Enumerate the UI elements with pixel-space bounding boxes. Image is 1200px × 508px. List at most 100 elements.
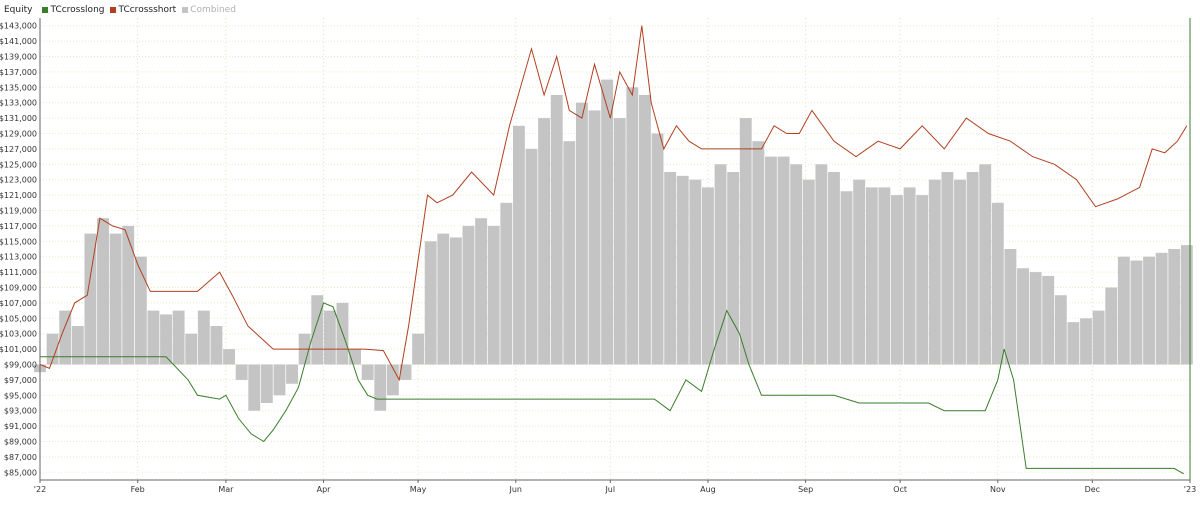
chart-axes: $85,000 $87,000 $89,000 $91,000 $93,000 $95,0…	[0, 18, 1196, 494]
y-tick-label: $103,000	[0, 330, 37, 339]
x-tick-label: Nov	[990, 485, 1006, 494]
combined-bar	[1067, 322, 1080, 365]
combined-bar	[550, 95, 563, 365]
combined-bars	[34, 79, 1193, 411]
combined-bar	[323, 310, 336, 365]
combined-bar	[865, 187, 878, 365]
legend-label-tccrosslong: TCcrosslong	[50, 5, 105, 15]
combined-bar	[954, 179, 966, 365]
combined-bar	[828, 172, 840, 365]
y-tick-label: $101,000	[0, 345, 37, 354]
combined-bar	[424, 241, 437, 365]
y-tick-label: $105,000	[0, 314, 37, 323]
combined-bar	[286, 364, 298, 384]
combined-bar	[991, 202, 1004, 365]
combined-bar	[538, 118, 551, 365]
y-tick-label: $113,000	[0, 253, 37, 262]
combined-bar	[84, 233, 97, 365]
combined-bar	[928, 179, 941, 365]
x-tick-label: Oct	[893, 485, 907, 494]
legend-swatch-tccrosslong	[42, 7, 49, 13]
combined-bar	[487, 225, 500, 365]
legend-item-tccrossshort: TCcrossshort	[110, 5, 176, 15]
combined-bar	[59, 310, 72, 365]
combined-bar	[739, 118, 752, 365]
combined-bar	[765, 156, 777, 365]
x-tick-label: Dec	[1085, 485, 1100, 494]
x-tick-label: '22	[34, 485, 46, 494]
combined-bar	[500, 202, 513, 365]
combined-bar	[752, 141, 765, 365]
combined-bar	[1029, 272, 1042, 365]
legend-item-combined: Combined	[182, 5, 236, 15]
y-tick-label: $109,000	[0, 284, 37, 293]
y-tick-label: $93,000	[4, 407, 37, 416]
x-tick-label: Jul	[604, 485, 615, 494]
combined-bar	[1042, 275, 1055, 365]
y-tick-label: $119,000	[0, 207, 37, 216]
combined-bar	[248, 364, 261, 411]
combined-bar	[878, 187, 891, 365]
combined-bar	[525, 148, 538, 365]
y-tick-label: $139,000	[0, 53, 37, 62]
chart-grid	[39, 18, 1191, 480]
combined-bar	[676, 175, 689, 365]
y-tick-label: $135,000	[0, 83, 37, 92]
combined-bar	[273, 364, 286, 396]
combined-bar	[802, 179, 815, 365]
x-tick-label: '23	[1184, 485, 1196, 494]
combined-bar	[638, 95, 651, 365]
combined-bar	[1054, 295, 1067, 365]
combined-bar	[437, 233, 450, 365]
combined-bar	[777, 156, 790, 365]
combined-bar	[651, 133, 664, 365]
combined-bar	[147, 310, 160, 365]
combined-bar	[626, 87, 639, 365]
combined-bar	[1155, 252, 1168, 365]
legend-label-combined: Combined	[190, 5, 236, 15]
x-tick-label: Jun	[509, 485, 523, 494]
combined-bar	[979, 164, 992, 365]
combined-bar	[815, 164, 828, 365]
x-tick-label: Sep	[798, 485, 813, 494]
y-tick-label: $115,000	[0, 237, 37, 246]
combined-bar	[71, 326, 84, 365]
combined-bar	[1004, 249, 1017, 365]
y-tick-label: $95,000	[4, 391, 37, 400]
series-lines	[39, 25, 1188, 475]
y-tick-label: $91,000	[4, 422, 37, 431]
combined-bar	[386, 364, 399, 396]
combined-bar	[172, 310, 185, 365]
combined-bar	[399, 364, 412, 380]
combined-bar	[664, 172, 677, 365]
combined-bar	[449, 237, 462, 365]
y-tick-label: $97,000	[4, 376, 37, 385]
combined-bar	[1092, 310, 1105, 365]
x-tick-label: Aug	[700, 485, 716, 494]
combined-bar	[361, 364, 374, 380]
combined-bar	[185, 333, 198, 365]
y-tick-label: $137,000	[0, 68, 37, 77]
y-tick-label: $141,000	[0, 37, 37, 46]
combined-bar	[1180, 245, 1193, 365]
y-tick-label: $99,000	[4, 361, 37, 370]
combined-bar	[311, 295, 324, 365]
y-tick-label: $143,000	[0, 22, 37, 31]
y-tick-label: $123,000	[0, 176, 37, 185]
y-tick-label: $89,000	[4, 438, 37, 447]
combined-bar	[374, 364, 387, 411]
combined-bar	[197, 310, 210, 365]
x-tick-label: Feb	[131, 485, 145, 494]
combined-bar	[966, 172, 979, 365]
combined-bar	[941, 172, 954, 365]
combined-bar	[349, 349, 362, 365]
combined-bar	[412, 333, 425, 365]
combined-bar	[702, 187, 714, 365]
y-tick-label: $85,000	[4, 468, 37, 477]
combined-bar	[1017, 268, 1029, 365]
combined-bar	[122, 225, 135, 365]
combined-bar	[97, 218, 109, 365]
combined-bar	[235, 364, 248, 380]
y-tick-label: $131,000	[0, 114, 37, 123]
